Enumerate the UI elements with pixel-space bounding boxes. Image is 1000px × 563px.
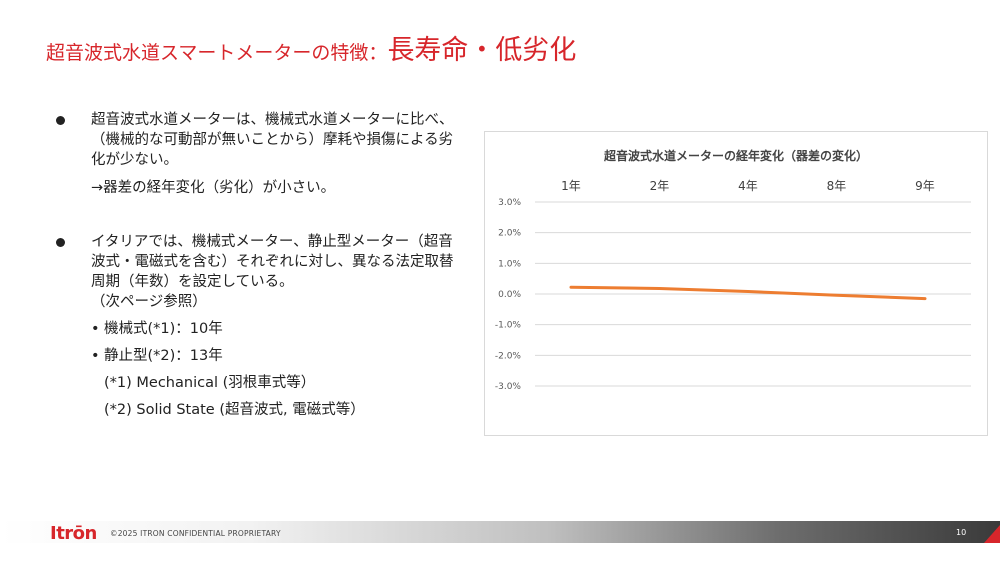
x-category-label: 4年 — [738, 179, 758, 193]
y-tick-label: 2.0% — [498, 229, 521, 239]
sub-item-mechanical-text: 機械式(*1)：10年 — [104, 321, 223, 337]
x-category-label: 8年 — [827, 179, 847, 193]
sub-item-static: • 静止型(*2)：13年 — [56, 346, 466, 366]
bullet-1-text: 超音波式水道メーターは、機械式水道メーターに比べ、（機械的な可動部が無いことから… — [91, 112, 454, 168]
y-tick-label: 0.0% — [498, 290, 521, 300]
slide-title: 超音波式水道スマートメーターの特徴：長寿命・低劣化 — [46, 28, 576, 67]
line-chart: 超音波式水道メーターの経年変化（器差の変化） 3.0% 2.0% 1.0% 0.0% -… — [495, 148, 971, 392]
bullet-2-text: イタリアでは、機械式メーター、静止型メーター（超音波式・電磁式を含む）それぞれに… — [91, 234, 454, 290]
sub-bullet-icon: • — [91, 348, 100, 364]
itron-logo: Itrōn — [50, 523, 97, 544]
bullet-dot-icon — [56, 238, 65, 247]
footnote-solid-state: (*2) Solid State (超音波式, 電磁式等） — [104, 402, 365, 418]
bullet-2: イタリアでは、機械式メーター、静止型メーター（超音波式・電磁式を含む）それぞれに… — [56, 232, 466, 292]
bullet-1-conclusion: →器差の経年変化（劣化）が小さい。 — [91, 180, 336, 196]
sub-item-static-text: 静止型(*2)：13年 — [104, 348, 223, 364]
y-tick-label: -3.0% — [495, 382, 522, 392]
sub-item-mechanical: • 機械式(*1)：10年 — [56, 319, 466, 339]
y-tick-label: 1.0% — [498, 259, 521, 269]
x-category-label: 2年 — [650, 179, 670, 193]
bullet-1: 超音波式水道メーターは、機械式水道メーターに比べ、（機械的な可動部が無いことから… — [56, 110, 466, 170]
footer-copyright: ©2025 ITRON CONFIDENTIAL PROPRIETARY — [110, 529, 281, 538]
x-category-label: 1年 — [561, 179, 581, 193]
slide-title-main: 超音波式水道スマートメーターの特徴： — [46, 42, 388, 64]
y-tick-label: -2.0% — [495, 351, 522, 361]
bullet-dot-icon — [56, 116, 65, 125]
sub-bullet-icon: • — [91, 321, 100, 337]
footer-corner-icon — [984, 525, 1000, 543]
series-line — [569, 285, 927, 301]
chart-title: 超音波式水道メーターの経年変化（器差の変化） — [603, 148, 868, 163]
footnote-mechanical: (*1) Mechanical (羽根車式等） — [104, 375, 316, 391]
footer-bar — [0, 521, 1000, 543]
slide-title-emphasis: 長寿命・低劣化 — [387, 35, 577, 66]
page-number: 10 — [956, 528, 967, 537]
body-text: 超音波式水道メーターは、機械式水道メーターに比べ、（機械的な可動部が無いことから… — [56, 110, 466, 420]
y-tick-label: -1.0% — [495, 321, 522, 331]
bullet-2-reference: （次ページ参照） — [91, 294, 207, 310]
x-category-label: 9年 — [915, 179, 935, 193]
y-tick-label: 3.0% — [498, 198, 521, 208]
chart-container: 超音波式水道メーターの経年変化（器差の変化） 3.0% 2.0% 1.0% 0.0% -… — [484, 131, 988, 436]
